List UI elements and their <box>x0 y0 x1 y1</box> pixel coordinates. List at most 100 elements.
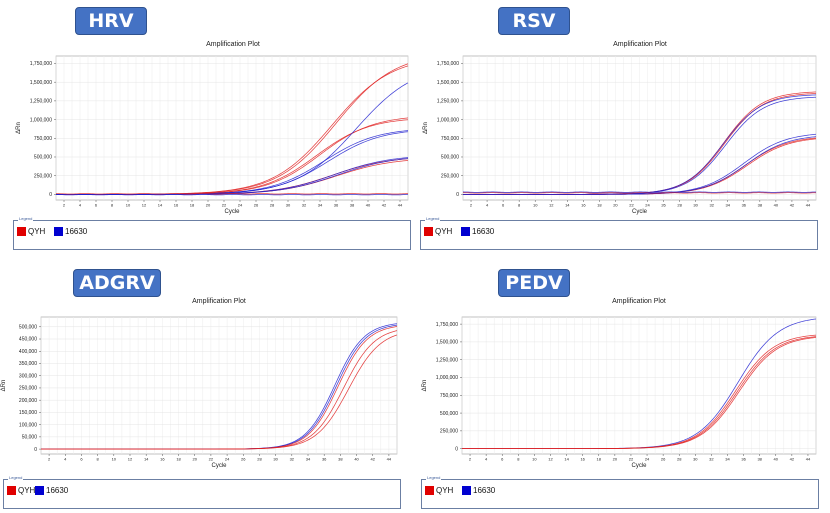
x-tick-label: 30 <box>693 203 698 208</box>
y-tick-label: 750,000 <box>34 136 52 142</box>
x-tick-label: 10 <box>126 203 131 208</box>
x-tick-label: 36 <box>741 457 746 462</box>
y-tick-label: 500,000 <box>440 411 458 417</box>
y-tick-label: 1,500,000 <box>437 80 459 86</box>
y-tick-label: 1,250,000 <box>437 99 459 105</box>
x-tick-label: 26 <box>254 203 259 208</box>
y-axis-title: ΔRn <box>1 380 7 392</box>
plot-title-adgrv: Amplification Plot <box>192 298 246 305</box>
x-tick-label: 8 <box>517 457 520 462</box>
x-tick-label: 4 <box>79 203 82 208</box>
x-tick-label: 16 <box>160 457 165 462</box>
y-axis-title: ΔRn <box>16 122 22 134</box>
x-tick-label: 12 <box>142 203 147 208</box>
x-tick-label: 14 <box>144 457 149 462</box>
x-tick-label: 44 <box>387 457 392 462</box>
amplification-plot-rsv: 0 250,000 500,000 750,000 1,000,000 1,250,000… <box>423 55 817 215</box>
legend-entry-16630: 16630 <box>461 227 494 236</box>
x-tick-label: 38 <box>758 203 763 208</box>
plot-title-rsv: Amplification Plot <box>613 41 667 48</box>
legend-swatch-16630 <box>35 486 44 495</box>
x-tick-label: 36 <box>322 457 327 462</box>
y-tick-label: 200,000 <box>19 398 37 404</box>
x-tick-label: 10 <box>533 203 538 208</box>
x-tick-label: 38 <box>338 457 343 462</box>
legend-entry-qyh: QYH <box>425 486 453 495</box>
y-tick-label: 1,250,000 <box>30 99 52 105</box>
x-tick-label: 20 <box>193 457 198 462</box>
legend-caption: Legend <box>425 216 441 221</box>
y-tick-label: 0 <box>34 447 37 453</box>
y-tick-label: 1,750,000 <box>437 61 459 67</box>
x-tick-label: 28 <box>677 203 682 208</box>
x-tick-label: 24 <box>645 203 650 208</box>
x-tick-label: 30 <box>693 457 698 462</box>
legend-swatch-qyh <box>424 227 433 236</box>
x-tick-label: 38 <box>757 457 762 462</box>
y-axis-title: ΔRn <box>422 380 428 392</box>
y-tick-label: 0 <box>455 446 458 452</box>
y-tick-label: 1,500,000 <box>30 80 52 86</box>
legend-box-pedv: Legend QYH 16630 <box>421 475 819 509</box>
legend-entry-16630: 16630 <box>35 486 68 495</box>
y-tick-label: 0 <box>49 192 52 198</box>
x-tick-label: 30 <box>273 457 278 462</box>
x-tick-label: 2 <box>48 457 51 462</box>
y-tick-label: 1,500,000 <box>436 340 458 346</box>
x-tick-label: 24 <box>225 457 230 462</box>
y-tick-label: 1,000,000 <box>437 117 459 123</box>
legend-box-adgrv: Legend QYH 16630 <box>3 475 401 509</box>
x-tick-label: 14 <box>158 203 163 208</box>
y-tick-label: 400,000 <box>19 349 37 355</box>
x-tick-label: 44 <box>806 203 811 208</box>
x-tick-label: 10 <box>112 457 117 462</box>
x-tick-label: 40 <box>354 457 359 462</box>
amplification-plot-pedv: 0 250,000 500,000 750,000 1,000,000 1,250,000… <box>422 316 817 469</box>
y-tick-label: 300,000 <box>19 373 37 379</box>
legend-box-hrv: Legend QYH 16630 <box>13 216 411 250</box>
amplification-plot-hrv: 0 250,000 500,000 750,000 1,000,000 1,250,000… <box>16 55 409 215</box>
x-tick-label: 36 <box>742 203 747 208</box>
x-tick-label: 12 <box>548 457 553 462</box>
y-tick-label: 0 <box>456 192 459 198</box>
legend-entry-16630: 16630 <box>54 227 87 236</box>
x-tick-label: 18 <box>176 457 181 462</box>
legend-caption: Legend <box>426 475 442 480</box>
y-tick-label: 150,000 <box>19 410 37 416</box>
x-tick-label: 10 <box>532 457 537 462</box>
x-tick-label: 4 <box>64 457 67 462</box>
y-axis-title: ΔRn <box>423 122 429 134</box>
x-tick-label: 12 <box>549 203 554 208</box>
x-tick-label: 14 <box>564 457 569 462</box>
panel-badge-adgrv: ADGRV <box>73 269 161 297</box>
x-tick-label: 4 <box>486 203 489 208</box>
legend-label-qyh: QYH <box>436 486 454 495</box>
legend-label-qyh: QYH <box>18 486 36 495</box>
plot-title-pedv: Amplification Plot <box>612 298 666 305</box>
legend-label-qyh: QYH <box>435 227 453 236</box>
x-tick-label: 12 <box>128 457 133 462</box>
x-tick-label: 24 <box>238 203 243 208</box>
x-tick-label: 14 <box>565 203 570 208</box>
y-tick-label: 250,000 <box>19 386 37 392</box>
plot-title-hrv: Amplification Plot <box>206 41 260 48</box>
y-tick-label: 1,750,000 <box>436 322 458 328</box>
x-tick-label: 40 <box>366 203 371 208</box>
y-tick-label: 50,000 <box>22 435 38 441</box>
x-tick-label: 6 <box>501 457 504 462</box>
x-tick-label: 38 <box>350 203 355 208</box>
x-tick-label: 40 <box>774 457 779 462</box>
x-tick-label: 18 <box>597 203 602 208</box>
amplification-curve <box>41 334 398 450</box>
legend-swatch-16630 <box>462 486 471 495</box>
legend-swatch-qyh <box>425 486 434 495</box>
x-axis-title: Cycle <box>224 209 240 215</box>
x-tick-label: 42 <box>382 203 387 208</box>
legend-swatch-16630 <box>54 227 63 236</box>
amplification-plot-adgrv: 0 50,000 100,000 150,000 200,000 250,000 300,0… <box>1 316 398 469</box>
x-tick-label: 22 <box>629 457 634 462</box>
x-tick-label: 34 <box>318 203 323 208</box>
y-tick-label: 1,000,000 <box>30 117 52 123</box>
x-tick-label: 32 <box>709 203 714 208</box>
x-tick-label: 26 <box>661 203 666 208</box>
